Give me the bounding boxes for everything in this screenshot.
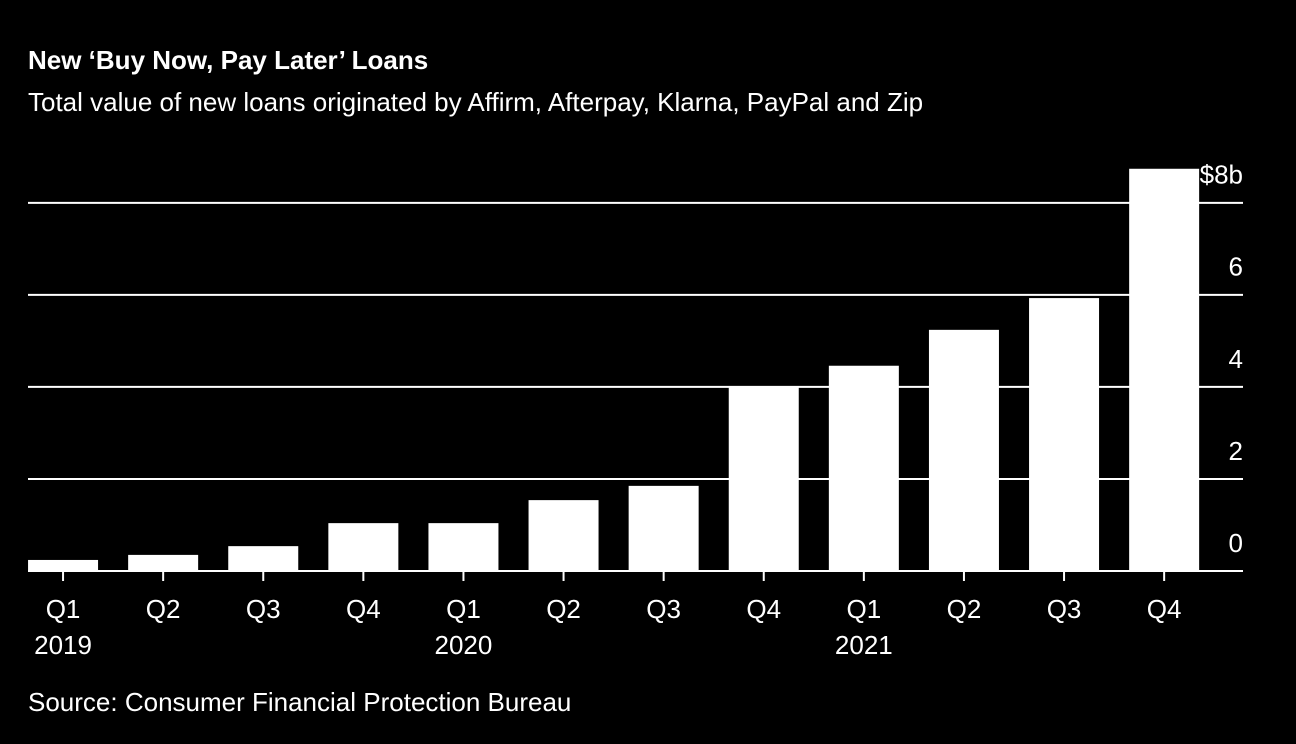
x-year-label: 2021 xyxy=(835,630,893,660)
bar xyxy=(928,329,999,571)
bar xyxy=(228,546,299,571)
y-tick-label: 4 xyxy=(1229,344,1243,374)
x-tick-label: Q4 xyxy=(346,594,381,624)
y-tick-label: 2 xyxy=(1229,436,1243,466)
bar xyxy=(828,365,899,571)
bar xyxy=(528,500,599,571)
x-year-label: 2019 xyxy=(34,630,92,660)
bar xyxy=(1029,298,1100,571)
x-tick-label: Q1 xyxy=(46,594,81,624)
x-tick-label: Q4 xyxy=(746,594,781,624)
bar xyxy=(1129,168,1200,572)
y-tick-label: 0 xyxy=(1229,528,1243,558)
x-year-label: 2020 xyxy=(435,630,493,660)
x-tick-label: Q3 xyxy=(646,594,681,624)
source: Source: Consumer Financial Protection Bu… xyxy=(28,687,571,717)
x-tick-label: Q2 xyxy=(546,594,581,624)
x-tick-label: Q1 xyxy=(446,594,481,624)
bar xyxy=(428,523,499,571)
x-tick-label: Q2 xyxy=(146,594,181,624)
x-tick-label: Q1 xyxy=(847,594,882,624)
x-tick-label: Q4 xyxy=(1147,594,1182,624)
x-tick-label: Q2 xyxy=(947,594,982,624)
bar xyxy=(628,485,699,571)
bar xyxy=(28,559,99,571)
bar xyxy=(328,523,399,571)
bar xyxy=(128,554,199,571)
x-tick-label: Q3 xyxy=(1047,594,1082,624)
bar xyxy=(728,385,799,571)
y-tick-label: $8b xyxy=(1200,160,1243,190)
chart-title: New ‘Buy Now, Pay Later’ Loans xyxy=(28,45,428,75)
y-tick-label: 6 xyxy=(1229,252,1243,282)
chart-subtitle: Total value of new loans originated by A… xyxy=(28,87,923,117)
x-tick-label: Q3 xyxy=(246,594,281,624)
